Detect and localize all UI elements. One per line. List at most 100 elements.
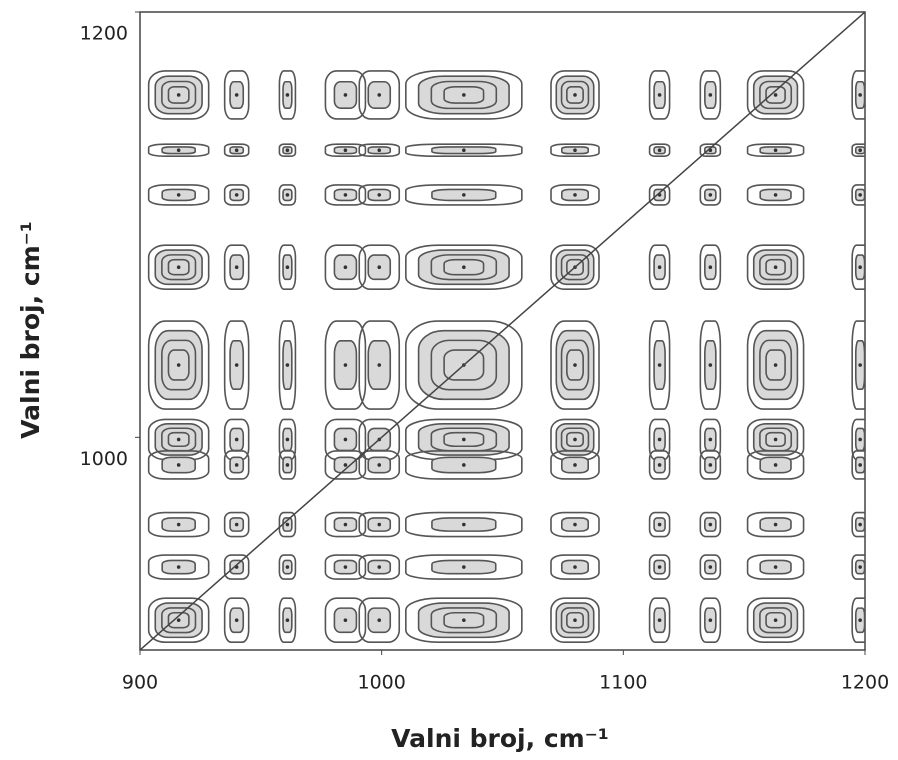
contour-center: [462, 437, 466, 442]
contour-line: [324, 511, 367, 538]
contour-center: [858, 148, 862, 153]
contour-line: [851, 320, 865, 410]
contour-line: [699, 244, 722, 290]
contour-center: [708, 565, 713, 569]
contour-peak: [358, 597, 401, 644]
contour-peak: [358, 511, 401, 538]
contour-peak: [550, 511, 600, 538]
contour-peak: [223, 244, 250, 290]
contour-center: [176, 148, 181, 153]
contour-line: [278, 450, 297, 480]
contour-center: [285, 265, 290, 270]
contour-peak: [147, 70, 210, 120]
contour-peak: [648, 450, 671, 480]
contour-center: [708, 265, 713, 270]
contour-line: [560, 607, 590, 634]
contour-line: [648, 244, 671, 290]
contour-peak: [358, 184, 401, 206]
contour-center: [343, 565, 348, 569]
contour-center: [176, 265, 181, 270]
contour-line: [566, 431, 584, 448]
contour-peak: [223, 70, 250, 120]
contour-peak: [550, 143, 600, 158]
contour-center: [657, 93, 662, 97]
contour-line: [550, 320, 600, 410]
contour-center: [858, 618, 862, 623]
contours: [140, 12, 865, 650]
contour-peak: [324, 511, 367, 538]
contour-center: [573, 193, 577, 197]
contour-center: [176, 463, 181, 467]
contour-line: [147, 554, 210, 580]
contour-center: [176, 193, 181, 197]
contour-center: [773, 522, 778, 527]
x-tick-label: 1100: [599, 672, 647, 694]
contour-line: [746, 143, 805, 158]
contour-line: [278, 320, 297, 410]
contour-peak: [851, 450, 865, 480]
contour-line: [358, 244, 401, 290]
contour-line: [430, 607, 498, 634]
contour-line: [147, 143, 210, 158]
contour-line: [223, 450, 250, 480]
contour-peak: [358, 554, 401, 580]
contour-line: [550, 70, 600, 120]
contour-center: [462, 93, 466, 97]
contour-center: [377, 618, 382, 623]
contour-peak: [746, 244, 805, 290]
contour-center: [858, 93, 862, 97]
contour-peak: [648, 244, 671, 290]
contour-line: [699, 320, 722, 410]
contour-peak: [278, 143, 297, 158]
contour-line: [405, 184, 523, 206]
contour-center: [773, 265, 778, 270]
contour-center: [708, 363, 713, 367]
contour-peak: [550, 554, 600, 580]
contour-peak: [278, 244, 297, 290]
contour-line: [405, 554, 523, 580]
contour-line: [550, 143, 600, 158]
contour-line: [746, 244, 805, 290]
contour-line: [765, 258, 786, 276]
contour-line: [765, 85, 786, 104]
contour-line: [147, 244, 210, 290]
contour-line: [443, 611, 485, 629]
contour-center: [573, 148, 577, 153]
contour-peak: [550, 450, 600, 480]
contour-center: [285, 565, 290, 569]
contour-center: [343, 193, 348, 197]
x-tick-label: 900: [122, 672, 158, 694]
contour-peak: [699, 450, 722, 480]
contour-center: [773, 363, 778, 367]
contour-center: [377, 265, 382, 270]
contour-line: [161, 254, 197, 281]
contour-line: [648, 70, 671, 120]
contour-peak: [699, 597, 722, 644]
contour-line: [648, 450, 671, 480]
contour-center: [462, 265, 466, 270]
contour-line: [851, 244, 865, 290]
contour-peak: [405, 554, 523, 580]
contour-line: [759, 254, 793, 281]
contour-center: [343, 463, 348, 467]
contour-line: [566, 258, 584, 276]
contour-center: [462, 193, 466, 197]
contour-peak: [648, 597, 671, 644]
contour-peak: [324, 554, 367, 580]
x-tick-label: 1200: [841, 672, 889, 694]
contour-line: [358, 320, 401, 410]
contour-line: [550, 511, 600, 538]
contour-center: [285, 193, 290, 197]
contour-line: [223, 184, 250, 206]
contour-line: [566, 85, 584, 104]
contour-line: [566, 611, 584, 629]
contour-line: [550, 450, 600, 480]
contour-peak: [550, 418, 600, 461]
contour-line: [648, 511, 671, 538]
contour-center: [573, 618, 577, 623]
contour-peak: [851, 244, 865, 290]
contour-center: [343, 437, 348, 442]
contour-line: [167, 349, 190, 381]
contour-center: [773, 463, 778, 467]
contour-peak: [147, 143, 210, 158]
